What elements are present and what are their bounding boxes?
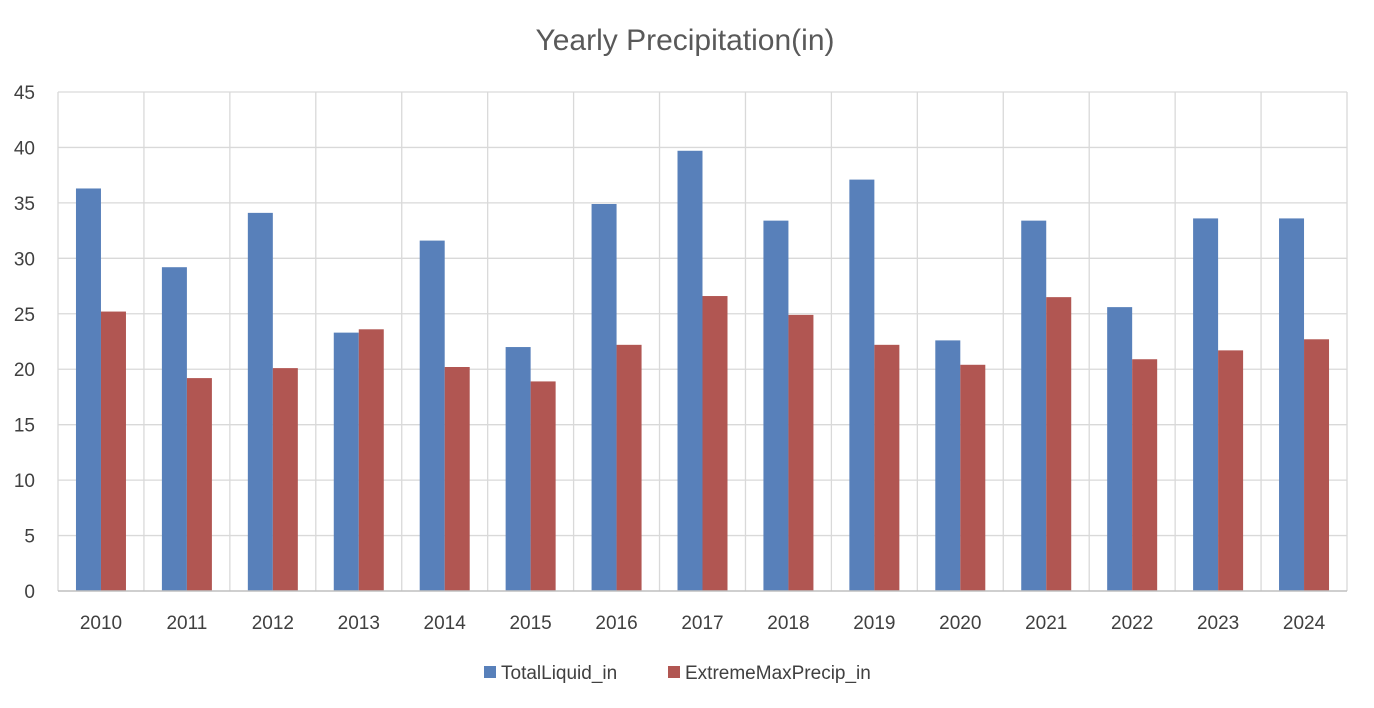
x-tick-label: 2020 bbox=[939, 613, 981, 634]
x-tick-label: 2012 bbox=[252, 613, 294, 634]
bar-ExtremeMaxPrecip_in-2011 bbox=[186, 378, 212, 591]
bars bbox=[75, 150, 1330, 591]
y-tick-label: 0 bbox=[24, 582, 35, 603]
y-tick-label: 10 bbox=[14, 471, 35, 492]
bar-ExtremeMaxPrecip_in-2013 bbox=[358, 329, 384, 591]
bar-TotalLiquid_in-2024 bbox=[1279, 218, 1305, 591]
x-tick-label: 2017 bbox=[681, 613, 723, 634]
x-tick-label: 2014 bbox=[424, 613, 467, 634]
y-tick-label: 35 bbox=[14, 194, 35, 215]
legend: TotalLiquid_in ExtremeMaxPrecip_in bbox=[484, 663, 871, 684]
bar-ExtremeMaxPrecip_in-2021 bbox=[1046, 297, 1072, 591]
bar-TotalLiquid_in-2023 bbox=[1193, 218, 1219, 591]
x-tick-label: 2024 bbox=[1283, 613, 1326, 634]
x-tick-label: 2018 bbox=[767, 613, 809, 634]
bar-ExtremeMaxPrecip_in-2019 bbox=[874, 344, 900, 591]
x-tick-label: 2011 bbox=[166, 613, 207, 634]
y-tick-label: 40 bbox=[14, 138, 35, 159]
bar-ExtremeMaxPrecip_in-2020 bbox=[960, 364, 986, 591]
bar-ExtremeMaxPrecip_in-2017 bbox=[702, 296, 728, 591]
x-tick-label: 2021 bbox=[1025, 613, 1067, 634]
legend-swatch-TotalLiquid_in bbox=[484, 666, 496, 678]
y-tick-label: 30 bbox=[14, 249, 35, 270]
bar-TotalLiquid_in-2015 bbox=[505, 347, 531, 591]
bar-TotalLiquid_in-2018 bbox=[763, 220, 789, 591]
bar-TotalLiquid_in-2020 bbox=[935, 340, 961, 591]
legend-swatch-ExtremeMaxPrecip_in bbox=[668, 666, 680, 678]
y-tick-label: 45 bbox=[14, 83, 35, 104]
x-tick-label: 2010 bbox=[80, 613, 122, 634]
bar-TotalLiquid_in-2011 bbox=[161, 267, 187, 591]
bar-TotalLiquid_in-2019 bbox=[849, 179, 875, 591]
x-tick-label: 2016 bbox=[595, 613, 637, 634]
bar-ExtremeMaxPrecip_in-2016 bbox=[616, 344, 642, 591]
y-tick-label: 20 bbox=[14, 360, 35, 381]
axes: 0 5 10 15 20 25 30 35 40 45 2010 2011 2012 2013 2014 20… bbox=[14, 83, 1347, 634]
y-tick-label: 15 bbox=[14, 416, 35, 437]
y-tick-label: 5 bbox=[24, 527, 35, 548]
x-tick-label: 2015 bbox=[509, 613, 551, 634]
bar-TotalLiquid_in-2016 bbox=[591, 203, 617, 591]
bar-ExtremeMaxPrecip_in-2014 bbox=[444, 367, 470, 591]
bar-TotalLiquid_in-2022 bbox=[1107, 307, 1133, 591]
bar-ExtremeMaxPrecip_in-2022 bbox=[1132, 359, 1158, 591]
bar-ExtremeMaxPrecip_in-2018 bbox=[788, 314, 814, 591]
bar-ExtremeMaxPrecip_in-2023 bbox=[1218, 350, 1244, 591]
x-tick-label: 2022 bbox=[1111, 613, 1153, 634]
bar-TotalLiquid_in-2021 bbox=[1021, 220, 1047, 591]
bar-TotalLiquid_in-2010 bbox=[75, 188, 101, 591]
bar-ExtremeMaxPrecip_in-2012 bbox=[272, 368, 298, 591]
x-tick-label: 2023 bbox=[1197, 613, 1239, 634]
bar-ExtremeMaxPrecip_in-2015 bbox=[530, 381, 556, 591]
legend-label-ExtremeMaxPrecip_in: ExtremeMaxPrecip_in bbox=[685, 663, 871, 684]
x-tick-label: 2019 bbox=[853, 613, 895, 634]
x-tick-label: 2013 bbox=[338, 613, 380, 634]
bar-TotalLiquid_in-2017 bbox=[677, 150, 703, 591]
bar-ExtremeMaxPrecip_in-2010 bbox=[100, 311, 126, 591]
y-tick-label: 25 bbox=[14, 305, 35, 326]
bar-TotalLiquid_in-2013 bbox=[333, 332, 359, 591]
legend-label-TotalLiquid_in: TotalLiquid_in bbox=[501, 663, 617, 684]
bar-TotalLiquid_in-2014 bbox=[419, 240, 445, 591]
chart-title: Yearly Precipitation(in) bbox=[535, 24, 834, 57]
bar-TotalLiquid_in-2012 bbox=[247, 212, 273, 591]
bar-ExtremeMaxPrecip_in-2024 bbox=[1304, 339, 1330, 591]
